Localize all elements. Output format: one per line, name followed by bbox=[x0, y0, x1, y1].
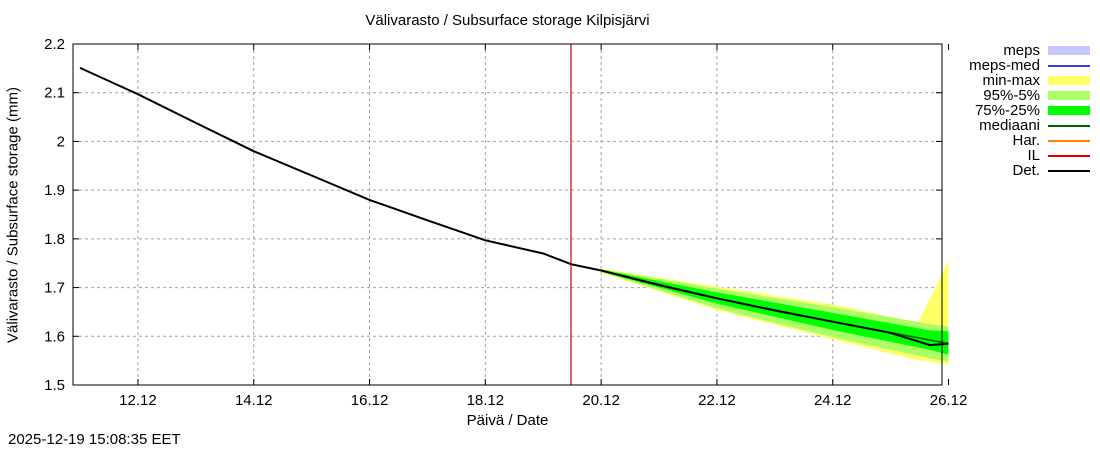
x-axis-label: Päivä / Date bbox=[466, 412, 549, 429]
x-tick-label: 22.12 bbox=[698, 392, 736, 409]
x-tick-label: 20.12 bbox=[582, 392, 620, 409]
det-line bbox=[79, 66, 949, 347]
y-tick-label: 1.5 bbox=[44, 377, 65, 394]
legend-swatch bbox=[1048, 64, 1090, 67]
y-tick-label: 2 bbox=[57, 133, 65, 150]
legend-item: Det. bbox=[940, 163, 1090, 178]
timestamp: 2025-12-19 15:08:35 EET bbox=[8, 431, 181, 448]
legend-item: IL bbox=[940, 148, 1090, 163]
y-tick-label: 1.7 bbox=[44, 280, 65, 297]
y-tick-label: 1.9 bbox=[44, 182, 65, 199]
legend-item: 75%-25% bbox=[940, 103, 1090, 118]
legend-swatch bbox=[1048, 76, 1090, 85]
x-tick-label: 18.12 bbox=[467, 392, 505, 409]
x-tick-label: 14.12 bbox=[235, 392, 273, 409]
chart-title: Välivarasto / Subsurface storage Kilpisj… bbox=[365, 12, 650, 29]
legend-swatch bbox=[1048, 139, 1090, 142]
legend-item: meps-med bbox=[940, 58, 1090, 73]
legend-swatch bbox=[1048, 154, 1090, 157]
legend-item: Har. bbox=[940, 133, 1090, 148]
legend-item: 95%-5% bbox=[940, 88, 1090, 103]
legend-swatch bbox=[1048, 106, 1090, 115]
legend-swatch bbox=[1048, 91, 1090, 100]
legend-item: meps bbox=[940, 43, 1090, 58]
x-tick-label: 16.12 bbox=[351, 392, 389, 409]
x-tick-label: 26.12 bbox=[930, 392, 968, 409]
legend-item: min-max bbox=[940, 73, 1090, 88]
y-tick-label: 2.1 bbox=[44, 85, 65, 102]
legend: meps meps-med min-max 95%-5% 75%-25% mediaani… bbox=[940, 43, 1090, 178]
legend-swatch bbox=[1048, 124, 1090, 127]
y-tick-label: 1.8 bbox=[44, 231, 65, 248]
legend-swatch bbox=[1048, 169, 1090, 172]
legend-item: mediaani bbox=[940, 118, 1090, 133]
x-tick-label: 24.12 bbox=[814, 392, 852, 409]
x-tick-label: 12.12 bbox=[119, 392, 157, 409]
legend-swatch bbox=[1048, 46, 1090, 55]
y-tick-label: 1.6 bbox=[44, 328, 65, 345]
y-tick-label: 2.2 bbox=[44, 36, 65, 53]
